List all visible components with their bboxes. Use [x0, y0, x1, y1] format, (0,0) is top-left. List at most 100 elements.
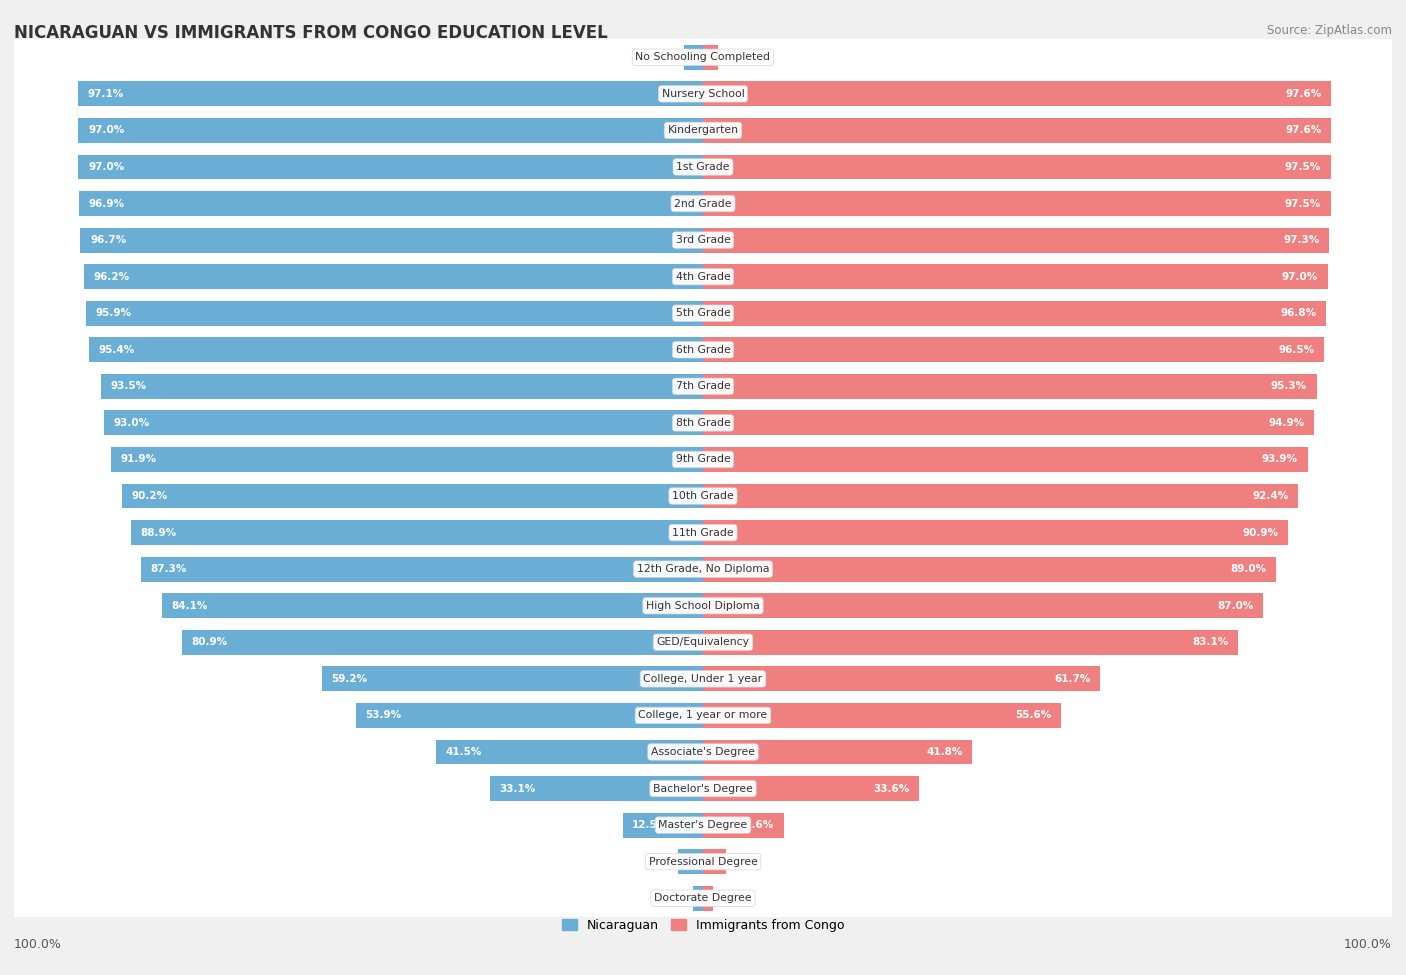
Text: 90.2%: 90.2% [132, 491, 167, 501]
Text: 5th Grade: 5th Grade [676, 308, 730, 318]
Text: 2.4%: 2.4% [725, 53, 751, 62]
Bar [89, 337, 703, 362]
Text: 97.6%: 97.6% [1285, 126, 1322, 136]
Text: 9th Grade: 9th Grade [676, 454, 730, 464]
Text: 95.4%: 95.4% [98, 345, 135, 355]
Text: 87.3%: 87.3% [150, 565, 187, 574]
Text: 3.6%: 3.6% [733, 857, 759, 867]
Bar [79, 154, 703, 179]
Bar [703, 300, 1326, 326]
FancyBboxPatch shape [7, 296, 1399, 477]
FancyBboxPatch shape [7, 443, 1399, 623]
Text: 83.1%: 83.1% [1192, 638, 1229, 647]
Bar [86, 300, 703, 326]
FancyBboxPatch shape [7, 589, 1399, 769]
Text: Source: ZipAtlas.com: Source: ZipAtlas.com [1267, 24, 1392, 37]
Bar [693, 885, 703, 911]
Text: 88.9%: 88.9% [141, 527, 176, 537]
Text: 95.3%: 95.3% [1271, 381, 1308, 391]
Bar [131, 520, 703, 545]
Bar [322, 667, 703, 691]
Bar [489, 776, 703, 800]
Text: 89.0%: 89.0% [1230, 565, 1267, 574]
Bar [703, 484, 1298, 508]
Bar [623, 812, 703, 838]
Bar [111, 447, 703, 472]
Bar [703, 885, 713, 911]
Text: 84.1%: 84.1% [172, 601, 208, 610]
Bar [79, 191, 703, 215]
FancyBboxPatch shape [7, 698, 1399, 878]
Text: 10th Grade: 10th Grade [672, 491, 734, 501]
Bar [703, 373, 1316, 399]
Bar [703, 593, 1263, 618]
Text: 55.6%: 55.6% [1015, 711, 1052, 721]
FancyBboxPatch shape [7, 113, 1399, 293]
Text: Master's Degree: Master's Degree [658, 820, 748, 830]
Bar [703, 667, 1101, 691]
Text: 92.4%: 92.4% [1251, 491, 1288, 501]
FancyBboxPatch shape [7, 406, 1399, 586]
Text: 4th Grade: 4th Grade [676, 272, 730, 282]
FancyBboxPatch shape [7, 662, 1399, 842]
Text: 100.0%: 100.0% [1344, 938, 1392, 951]
Text: 53.9%: 53.9% [366, 711, 402, 721]
FancyBboxPatch shape [7, 516, 1399, 696]
Text: 97.5%: 97.5% [1285, 199, 1322, 209]
FancyBboxPatch shape [7, 0, 1399, 147]
Text: 61.7%: 61.7% [1054, 674, 1091, 683]
Text: 1.5%: 1.5% [661, 893, 688, 903]
FancyBboxPatch shape [7, 77, 1399, 257]
Bar [703, 264, 1327, 289]
FancyBboxPatch shape [7, 259, 1399, 440]
FancyBboxPatch shape [7, 332, 1399, 513]
Bar [703, 812, 785, 838]
Bar [79, 118, 703, 142]
Bar [83, 264, 703, 289]
Text: 94.9%: 94.9% [1268, 418, 1305, 428]
Text: 2nd Grade: 2nd Grade [675, 199, 731, 209]
Text: 97.6%: 97.6% [1285, 89, 1322, 98]
Bar [80, 227, 703, 253]
Bar [703, 154, 1330, 179]
Text: 41.8%: 41.8% [927, 747, 963, 757]
Text: NICARAGUAN VS IMMIGRANTS FROM CONGO EDUCATION LEVEL: NICARAGUAN VS IMMIGRANTS FROM CONGO EDUC… [14, 24, 607, 42]
Text: GED/Equivalency: GED/Equivalency [657, 638, 749, 647]
FancyBboxPatch shape [7, 370, 1399, 550]
Bar [703, 191, 1330, 215]
FancyBboxPatch shape [7, 40, 1399, 220]
Bar [162, 593, 703, 618]
FancyBboxPatch shape [7, 479, 1399, 659]
Bar [703, 410, 1315, 435]
FancyBboxPatch shape [7, 186, 1399, 367]
Bar [703, 776, 920, 800]
Text: 6th Grade: 6th Grade [676, 345, 730, 355]
Bar [703, 447, 1308, 472]
FancyBboxPatch shape [7, 735, 1399, 916]
Text: College, Under 1 year: College, Under 1 year [644, 674, 762, 683]
Text: 11th Grade: 11th Grade [672, 527, 734, 537]
Bar [703, 849, 725, 874]
Text: High School Diploma: High School Diploma [647, 601, 759, 610]
FancyBboxPatch shape [7, 552, 1399, 732]
FancyBboxPatch shape [7, 625, 1399, 805]
Text: 96.5%: 96.5% [1278, 345, 1315, 355]
Text: 3.9%: 3.9% [645, 857, 672, 867]
Text: 97.0%: 97.0% [89, 162, 124, 172]
Text: 93.5%: 93.5% [111, 381, 146, 391]
Text: College, 1 year or more: College, 1 year or more [638, 711, 768, 721]
Text: 33.1%: 33.1% [499, 784, 536, 794]
Text: 96.7%: 96.7% [90, 235, 127, 245]
Text: Associate's Degree: Associate's Degree [651, 747, 755, 757]
Bar [77, 81, 703, 106]
Text: 1st Grade: 1st Grade [676, 162, 730, 172]
Bar [703, 45, 718, 69]
Text: 90.9%: 90.9% [1243, 527, 1278, 537]
Text: 95.9%: 95.9% [96, 308, 131, 318]
Bar [356, 703, 703, 727]
Bar [703, 630, 1239, 655]
FancyBboxPatch shape [7, 808, 1399, 975]
Bar [685, 45, 703, 69]
Bar [183, 630, 703, 655]
Text: 97.3%: 97.3% [1284, 235, 1320, 245]
